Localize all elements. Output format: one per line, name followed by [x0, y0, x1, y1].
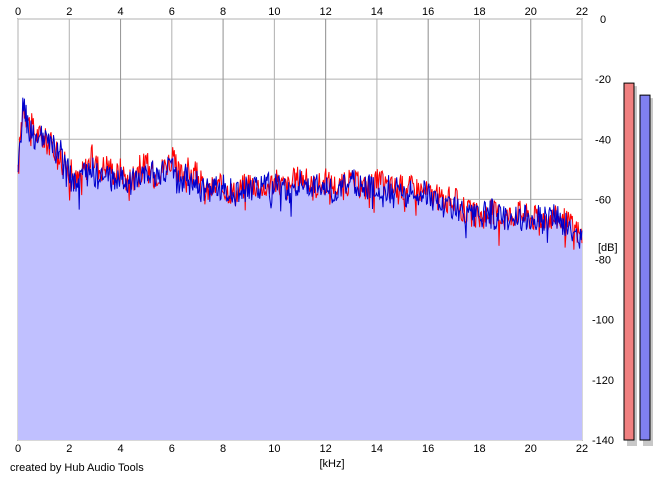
x-tick-label-bottom-8: 16: [422, 443, 434, 455]
credit-text: created by Hub Audio Tools: [10, 462, 144, 474]
x-tick-label-bottom-9: 18: [473, 443, 485, 455]
y-tick-label-6: -120: [592, 375, 614, 387]
x-tick-label-top-7: 14: [371, 6, 383, 18]
x-tick-label-bottom-3: 6: [169, 443, 175, 455]
y-tick-label-7: -140: [592, 435, 614, 447]
series-line-right: [17, 97, 583, 249]
x-tick-label-top-3: 6: [169, 6, 175, 18]
y-tick-label-0: 0: [600, 14, 606, 26]
spectrum-lines: [17, 97, 583, 250]
level-meter-left: [623, 82, 635, 441]
x-axis-label: [kHz]: [319, 458, 344, 470]
level-meter-right: [639, 94, 651, 441]
x-tick-label-top-1: 2: [66, 6, 72, 18]
x-tick-label-bottom-6: 12: [320, 443, 332, 455]
x-tick-label-bottom-7: 14: [371, 443, 383, 455]
x-tick-label-bottom-2: 4: [117, 443, 123, 455]
y-tick-label-5: -100: [592, 315, 614, 327]
y-tick-label-2: -40: [595, 134, 611, 146]
y-tick-label-4: -80: [595, 255, 611, 267]
x-tick-label-top-9: 18: [473, 6, 485, 18]
x-tick-label-top-2: 4: [117, 6, 123, 18]
y-tick-label-1: -20: [595, 74, 611, 86]
x-tick-label-bottom-0: 0: [15, 443, 21, 455]
x-tick-label-top-10: 20: [525, 6, 537, 18]
x-tick-label-top-5: 10: [268, 6, 280, 18]
level-meters: [623, 82, 653, 446]
x-tick-label-bottom-1: 2: [66, 443, 72, 455]
x-tick-label-bottom-5: 10: [268, 443, 280, 455]
x-tick-label-top-8: 16: [422, 6, 434, 18]
y-axis: 0 -20 -40 -60 -80 -100 -120 -140: [592, 14, 614, 447]
x-tick-label-top-4: 8: [220, 6, 226, 18]
x-tick-label-bottom-4: 8: [220, 443, 226, 455]
x-tick-label-top-0: 0: [15, 6, 21, 18]
y-axis-label: [dB]: [598, 242, 618, 254]
x-tick-label-bottom-10: 20: [525, 443, 537, 455]
x-tick-label-top-6: 12: [320, 6, 332, 18]
x-tick-label-top-11: 22: [576, 6, 588, 18]
y-tick-label-3: -60: [595, 194, 611, 206]
x-tick-label-bottom-11: 22: [576, 443, 588, 455]
